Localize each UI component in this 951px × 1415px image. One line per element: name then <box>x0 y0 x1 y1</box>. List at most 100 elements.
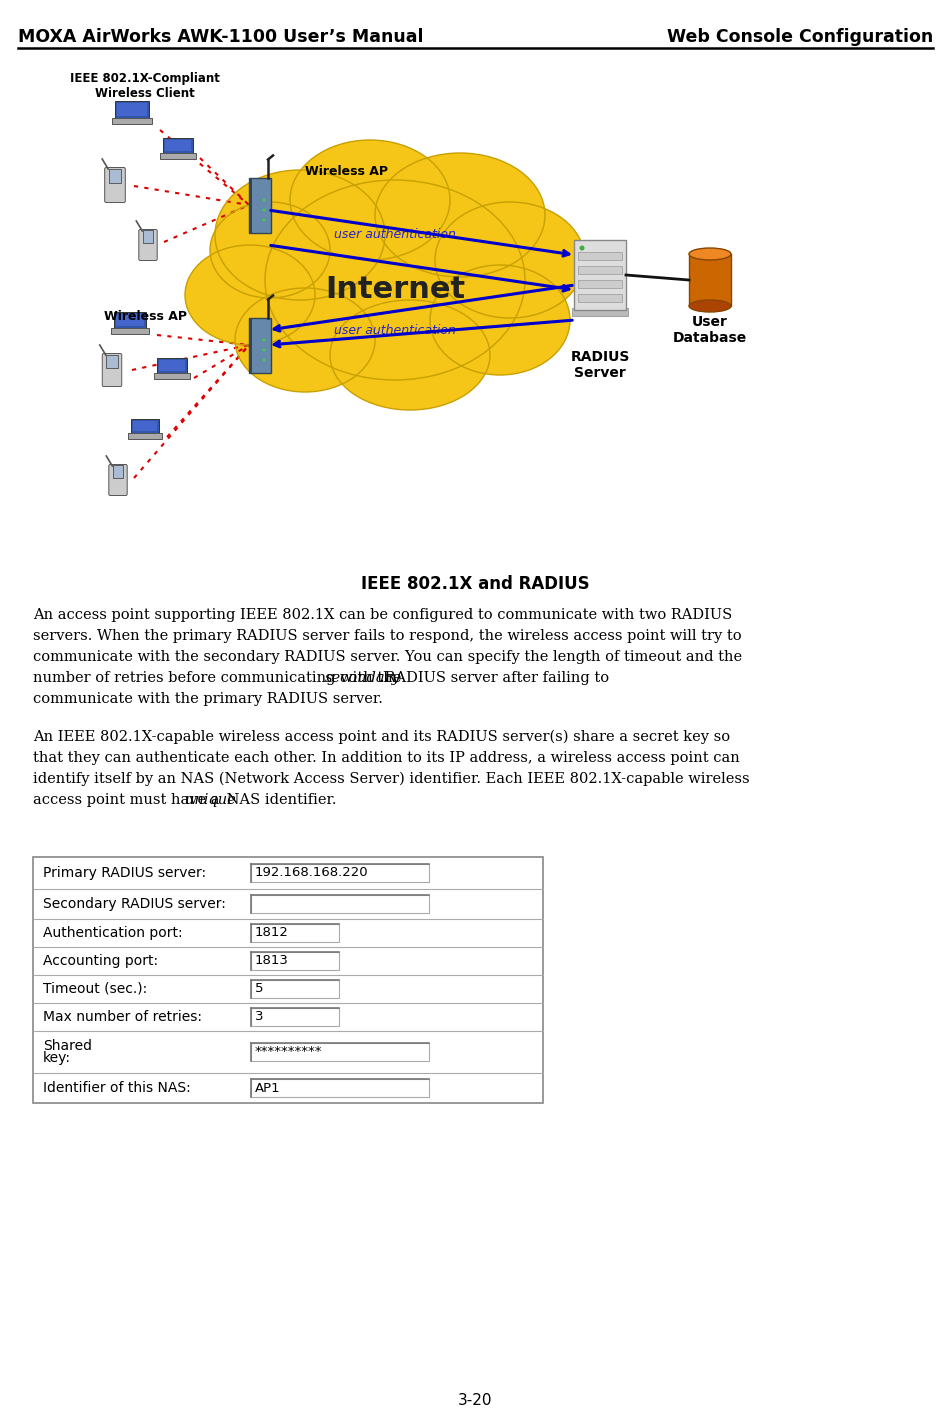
FancyBboxPatch shape <box>249 317 252 372</box>
Text: Web Console Configuration: Web Console Configuration <box>667 28 933 47</box>
Ellipse shape <box>262 218 265 222</box>
Ellipse shape <box>265 180 525 381</box>
Text: Accounting port:: Accounting port: <box>43 954 158 968</box>
Ellipse shape <box>262 348 265 351</box>
Text: 3: 3 <box>255 1010 263 1023</box>
FancyBboxPatch shape <box>160 153 196 158</box>
Ellipse shape <box>185 245 315 345</box>
FancyBboxPatch shape <box>116 314 145 325</box>
Ellipse shape <box>215 170 385 300</box>
Text: Primary RADIUS server:: Primary RADIUS server: <box>43 866 206 880</box>
Ellipse shape <box>235 289 375 392</box>
FancyBboxPatch shape <box>105 167 126 202</box>
FancyBboxPatch shape <box>115 100 149 117</box>
Text: An IEEE 802.1X-capable wireless access point and its RADIUS server(s) share a se: An IEEE 802.1X-capable wireless access p… <box>33 730 730 744</box>
Text: number of retries before communicating with the: number of retries before communicating w… <box>33 671 406 685</box>
FancyBboxPatch shape <box>108 168 121 183</box>
FancyBboxPatch shape <box>578 280 622 289</box>
FancyBboxPatch shape <box>157 358 187 374</box>
Text: MOXA AirWorks AWK-1100 User’s Manual: MOXA AirWorks AWK-1100 User’s Manual <box>18 28 423 47</box>
FancyBboxPatch shape <box>251 865 429 882</box>
Text: AP1: AP1 <box>255 1081 281 1094</box>
Text: 1812: 1812 <box>255 927 289 940</box>
Ellipse shape <box>689 300 731 311</box>
FancyBboxPatch shape <box>103 354 122 386</box>
Text: Max number of retries:: Max number of retries: <box>43 1010 202 1024</box>
Ellipse shape <box>290 140 450 260</box>
Text: user authentication: user authentication <box>334 324 456 337</box>
Text: communicate with the secondary RADIUS server. You can specify the length of time: communicate with the secondary RADIUS se… <box>33 649 742 664</box>
Text: 1813: 1813 <box>255 955 289 968</box>
FancyBboxPatch shape <box>165 140 191 151</box>
Text: Internet: Internet <box>325 276 465 304</box>
Ellipse shape <box>262 198 265 201</box>
Text: 192.168.168.220: 192.168.168.220 <box>255 866 369 880</box>
FancyBboxPatch shape <box>251 1007 339 1026</box>
FancyBboxPatch shape <box>108 464 127 495</box>
FancyBboxPatch shape <box>132 420 158 432</box>
FancyBboxPatch shape <box>33 857 543 1104</box>
Ellipse shape <box>330 300 490 410</box>
Ellipse shape <box>262 338 265 341</box>
Ellipse shape <box>435 202 585 318</box>
FancyBboxPatch shape <box>111 328 149 334</box>
Text: user authentication: user authentication <box>334 228 456 242</box>
Text: Secondary RADIUS server:: Secondary RADIUS server: <box>43 897 226 911</box>
Text: RADIUS server after failing to: RADIUS server after failing to <box>380 671 610 685</box>
FancyBboxPatch shape <box>249 177 252 232</box>
FancyBboxPatch shape <box>112 117 152 125</box>
Text: 3-20: 3-20 <box>457 1392 493 1408</box>
Text: 5: 5 <box>255 982 263 996</box>
Ellipse shape <box>689 248 731 260</box>
Ellipse shape <box>210 202 330 299</box>
Text: servers. When the primary RADIUS server fails to respond, the wireless access po: servers. When the primary RADIUS server … <box>33 630 742 642</box>
Ellipse shape <box>430 265 570 375</box>
Text: IEEE 802.1X-Compliant
Wireless Client: IEEE 802.1X-Compliant Wireless Client <box>70 72 220 100</box>
FancyBboxPatch shape <box>159 359 185 371</box>
FancyBboxPatch shape <box>251 981 339 998</box>
Text: IEEE 802.1X and RADIUS: IEEE 802.1X and RADIUS <box>360 574 590 593</box>
FancyBboxPatch shape <box>107 355 118 368</box>
FancyBboxPatch shape <box>249 317 271 372</box>
Text: Wireless AP: Wireless AP <box>104 310 186 323</box>
Text: that they can authenticate each other. In addition to its IP address, a wireless: that they can authenticate each other. I… <box>33 751 740 766</box>
Text: secondary: secondary <box>325 671 401 685</box>
FancyBboxPatch shape <box>251 1043 429 1061</box>
FancyBboxPatch shape <box>689 255 731 306</box>
Text: Wireless AP: Wireless AP <box>305 166 388 178</box>
Text: RADIUS
Server: RADIUS Server <box>571 350 630 381</box>
Text: NAS identifier.: NAS identifier. <box>222 792 337 807</box>
FancyBboxPatch shape <box>128 433 162 439</box>
FancyBboxPatch shape <box>117 103 147 116</box>
Text: Authentication port:: Authentication port: <box>43 925 183 940</box>
Text: unique: unique <box>185 792 236 807</box>
Text: key:: key: <box>43 1051 71 1065</box>
Text: Shared: Shared <box>43 1039 92 1053</box>
FancyBboxPatch shape <box>574 241 626 310</box>
FancyBboxPatch shape <box>578 252 622 260</box>
FancyBboxPatch shape <box>249 177 271 232</box>
FancyBboxPatch shape <box>154 374 190 379</box>
Text: **********: ********** <box>255 1046 322 1058</box>
Text: communicate with the primary RADIUS server.: communicate with the primary RADIUS serv… <box>33 692 383 706</box>
Text: access point must have a: access point must have a <box>33 792 224 807</box>
Ellipse shape <box>262 358 265 361</box>
Text: identify itself by an NAS (Network Access Server) identifier. Each IEEE 802.1X-c: identify itself by an NAS (Network Acces… <box>33 773 749 787</box>
Text: Identifier of this NAS:: Identifier of this NAS: <box>43 1081 191 1095</box>
FancyBboxPatch shape <box>251 896 429 913</box>
Ellipse shape <box>375 153 545 277</box>
Text: An access point supporting IEEE 802.1X can be configured to communicate with two: An access point supporting IEEE 802.1X c… <box>33 608 732 623</box>
FancyBboxPatch shape <box>143 231 153 243</box>
FancyBboxPatch shape <box>163 137 193 153</box>
FancyBboxPatch shape <box>251 952 339 971</box>
Ellipse shape <box>262 208 265 211</box>
FancyBboxPatch shape <box>112 466 124 478</box>
FancyBboxPatch shape <box>251 1080 429 1097</box>
FancyBboxPatch shape <box>572 308 628 316</box>
Text: User
Database: User Database <box>673 316 747 345</box>
Ellipse shape <box>579 245 585 250</box>
FancyBboxPatch shape <box>578 294 622 301</box>
FancyBboxPatch shape <box>139 229 157 260</box>
FancyBboxPatch shape <box>251 924 339 942</box>
FancyBboxPatch shape <box>130 419 160 433</box>
